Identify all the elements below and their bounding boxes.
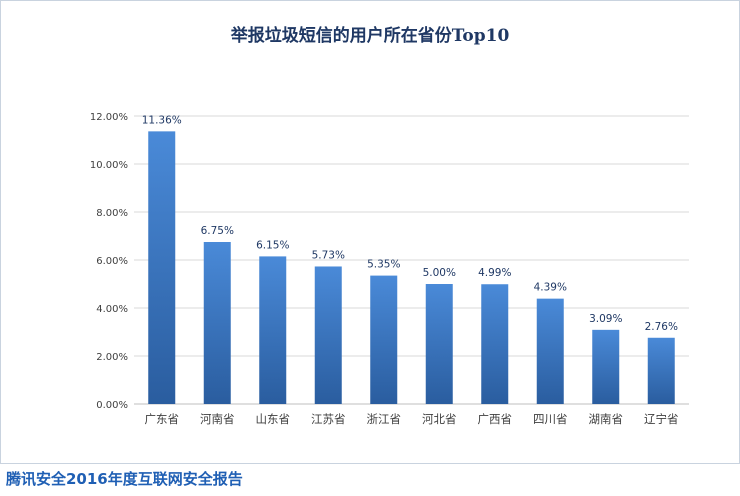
x-tick-label: 辽宁省: [644, 412, 679, 426]
bar: [536, 298, 564, 404]
x-axis-ticks: 广东省 河南省 山东省 江苏省 浙江省 河北省 广西省 四川省 湖南省 辽宁省: [145, 412, 679, 426]
x-tick-label: 四川省: [533, 412, 568, 426]
x-tick-label: 河南省: [200, 412, 235, 426]
data-label: 5.35%: [367, 259, 400, 271]
x-tick-label: 江苏省: [311, 412, 346, 426]
data-label: 5.73%: [312, 249, 345, 261]
report-source: 腾讯安全2016年度互联网安全报告: [6, 470, 243, 488]
bar: [370, 275, 398, 404]
x-tick-label: 山东省: [256, 412, 291, 426]
data-label: 4.99%: [478, 267, 511, 279]
data-label: 2.76%: [645, 321, 678, 333]
bar-chart: 0.00% 2.00% 4.00% 6.00% 8.00% 10.00% 12.00% 11…: [90, 112, 689, 426]
data-label: 6.15%: [256, 239, 289, 251]
bar: [148, 131, 176, 405]
y-tick-label: 12.00%: [90, 112, 128, 123]
y-axis-ticks: 0.00% 2.00% 4.00% 6.00% 8.00% 10.00% 12.00%: [90, 112, 128, 411]
chart-title: 举报垃圾短信的用户所在省份Top10: [230, 26, 510, 46]
bar: [592, 329, 620, 404]
data-label: 4.39%: [534, 282, 567, 294]
data-label: 5.00%: [423, 267, 456, 279]
data-label: 6.75%: [201, 225, 234, 237]
x-tick-label: 湖南省: [589, 412, 624, 426]
x-tick-label: 河北省: [422, 412, 457, 426]
y-tick-label: 6.00%: [96, 256, 128, 267]
x-tick-label: 广西省: [478, 412, 513, 426]
y-tick-label: 0.00%: [96, 400, 128, 411]
bar: [647, 337, 675, 404]
y-tick-label: 2.00%: [96, 352, 128, 363]
x-tick-label: 浙江省: [367, 412, 402, 426]
chart-frame: 举报垃圾短信的用户所在省份Top10 0.00% 2.00% 4.00% 6.00% 8…: [0, 0, 740, 464]
y-tick-label: 4.00%: [96, 304, 128, 315]
data-labels: 11.36% 6.75% 6.15% 5.73% 5.35% 5.00% 4.99% 4.39…: [142, 114, 678, 332]
bar: [425, 284, 453, 404]
x-tick-label: 广东省: [145, 412, 180, 426]
data-label: 3.09%: [589, 313, 622, 325]
bar: [481, 284, 509, 404]
y-tick-label: 10.00%: [90, 160, 128, 171]
data-label: 11.36%: [142, 114, 182, 126]
bars: [148, 131, 675, 405]
bar: [314, 266, 342, 404]
y-tick-label: 8.00%: [96, 208, 128, 219]
bar: [259, 256, 287, 404]
bar: [203, 242, 231, 404]
